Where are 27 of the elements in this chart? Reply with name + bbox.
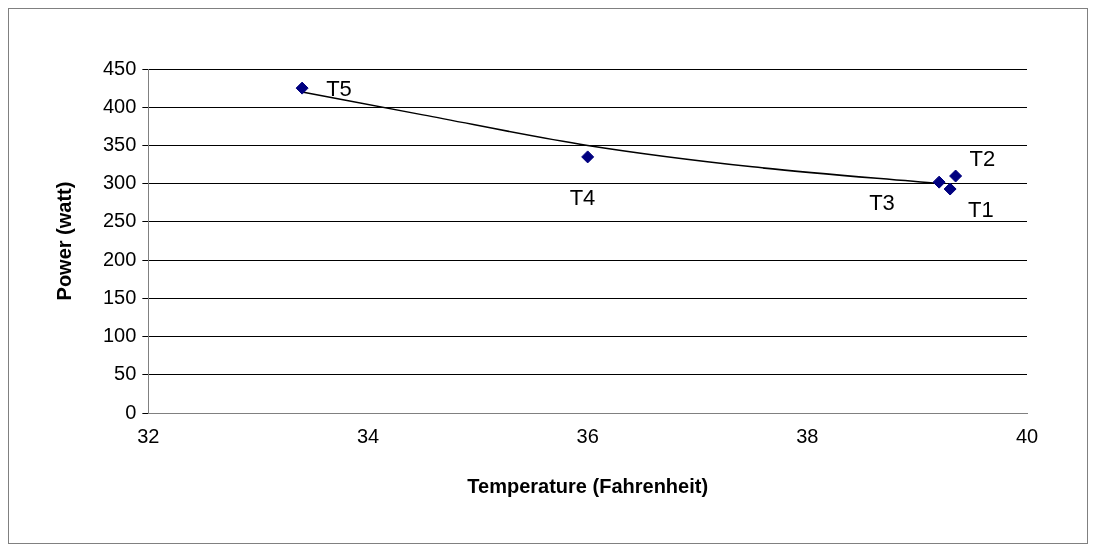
annotation: T1 [968, 197, 994, 223]
x-axis-title: Temperature (Fahrenheit) [467, 474, 709, 497]
annotation: T3 [869, 190, 895, 216]
annotation: T2 [969, 146, 996, 172]
point [581, 150, 595, 164]
y-tick-label: 150 [102, 285, 137, 308]
x-tick-label: 32 [137, 424, 160, 447]
y-tick-label: 350 [102, 132, 137, 155]
y-tick-label: 100 [102, 324, 137, 347]
y-tick-label: 400 [102, 94, 137, 117]
x-tick-label: 34 [356, 424, 380, 447]
y-tick-label: 250 [102, 209, 137, 232]
annotation: T5 [326, 76, 352, 102]
point [949, 169, 963, 183]
x-tick-label: 36 [576, 424, 599, 447]
y-tick-label: 200 [102, 247, 137, 270]
y-tick-label: 50 [114, 362, 137, 385]
x-tick-label: 40 [1015, 424, 1039, 447]
y-tick-label: 300 [102, 171, 137, 194]
point [932, 175, 946, 189]
point [295, 81, 309, 95]
annotation: T4 [569, 184, 596, 210]
y-tick-label: 450 [102, 56, 137, 79]
y-axis-title: Power (watt) [52, 181, 75, 301]
x-tick-label: 38 [796, 424, 819, 447]
point [943, 182, 957, 196]
y-tick-label: 0 [125, 400, 137, 423]
